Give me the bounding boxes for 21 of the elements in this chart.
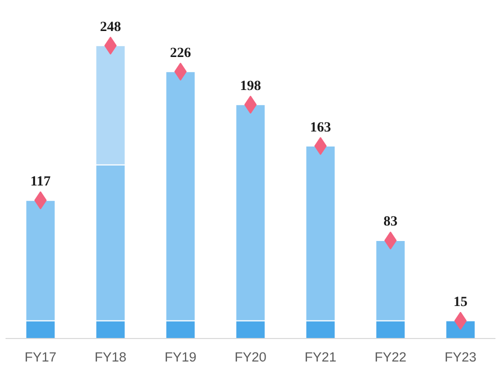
x-tick-label: FY20 xyxy=(234,350,266,364)
data-label: 226 xyxy=(170,46,191,61)
data-label: 198 xyxy=(240,78,261,94)
data-label: 15 xyxy=(454,295,468,310)
x-tick-label: FY19 xyxy=(164,350,196,364)
x-tick-label: FY18 xyxy=(94,350,126,364)
point xyxy=(454,312,467,330)
data-label: 83 xyxy=(384,214,398,230)
x-tick-label: FY22 xyxy=(374,350,406,364)
data-label: 163 xyxy=(310,120,331,136)
point xyxy=(314,137,327,156)
x-tick-label: FY23 xyxy=(444,350,476,364)
data-label: 248 xyxy=(100,20,121,35)
point xyxy=(104,36,117,55)
point xyxy=(384,231,397,250)
data-label: 117 xyxy=(30,174,51,190)
x-tick-label: FY21 xyxy=(304,350,336,364)
point xyxy=(34,191,47,210)
point xyxy=(174,62,187,81)
x-tick-label: FY17 xyxy=(24,350,56,364)
point xyxy=(244,96,257,114)
